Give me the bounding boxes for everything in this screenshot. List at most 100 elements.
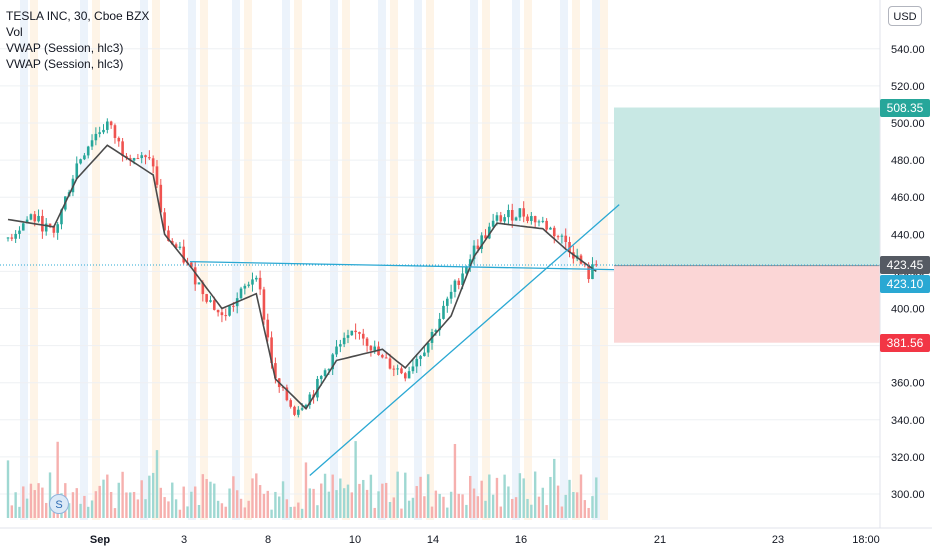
volume-bar: [201, 474, 205, 518]
session-stripe: [294, 0, 302, 520]
volume-bar: [568, 479, 571, 518]
volume-bar: [575, 492, 579, 518]
volume-bar: [228, 488, 231, 518]
symbol-title[interactable]: TESLA INC, 30, Cboe BZX: [6, 9, 150, 23]
vwap-indicator-label-2[interactable]: VWAP (Session, hlc3): [6, 57, 124, 71]
currency-button[interactable]: USD: [888, 6, 922, 26]
volume-bar: [507, 486, 510, 518]
session-stripe: [600, 0, 608, 520]
volume-bar: [331, 474, 334, 518]
candle-body: [327, 369, 331, 371]
candle-body: [270, 337, 273, 364]
session-stripe: [342, 0, 350, 520]
split-event-icon[interactable]: S: [49, 494, 69, 514]
volume-bar: [262, 493, 266, 518]
volume-bar: [342, 488, 346, 518]
volume-bar: [320, 483, 323, 518]
candle-body: [350, 330, 354, 336]
candle-body: [262, 289, 266, 320]
volume-bar: [209, 481, 212, 518]
volume-bar: [583, 500, 587, 518]
volume-bar: [430, 506, 434, 518]
candle-body: [37, 215, 40, 222]
volume-bar: [14, 492, 17, 518]
candle-body: [224, 315, 228, 317]
candle-body: [526, 216, 529, 221]
candle-body: [480, 235, 483, 249]
volume-bar: [159, 487, 162, 518]
candle-body: [297, 409, 300, 415]
volume-bar: [167, 501, 170, 518]
candle-body: [369, 345, 373, 351]
volume-bar: [266, 490, 269, 518]
volume-bar: [136, 499, 140, 518]
volume-bar: [407, 500, 411, 518]
candle-body: [33, 214, 37, 222]
volume-bar: [503, 474, 506, 518]
volume-bar: [22, 486, 25, 518]
price-axis-label: 320.00: [891, 452, 925, 464]
volume-bar: [434, 490, 438, 518]
volume-bar: [90, 500, 94, 518]
session-stripe: [572, 0, 580, 520]
volume-bar: [232, 476, 235, 518]
candle-body: [491, 220, 495, 227]
session-stripe: [244, 0, 252, 520]
chart-legend: TESLA INC, 30, Cboe BZX Vol VWAP (Sessio…: [6, 8, 149, 72]
candle-body: [102, 129, 105, 133]
price-axis-label: 400.00: [891, 304, 925, 316]
volume-bar: [438, 493, 441, 518]
volume-bar: [300, 508, 304, 518]
candle-body: [591, 264, 594, 280]
session-stripe: [140, 0, 148, 520]
session-stripe: [200, 0, 208, 520]
volume-bar: [258, 485, 262, 518]
volume-bar: [48, 472, 52, 518]
volume-bar: [327, 491, 331, 518]
session-stripe: [414, 0, 422, 520]
candle-body: [545, 220, 548, 230]
volume-bar: [362, 479, 365, 518]
candle-body: [285, 387, 289, 401]
candle-body: [239, 288, 243, 299]
session-stripe: [426, 0, 434, 520]
volume-indicator-label[interactable]: Vol: [6, 25, 23, 39]
volume-bar: [453, 443, 457, 518]
volume-bar: [339, 478, 342, 518]
volume-bar: [533, 471, 537, 518]
candle-body: [148, 157, 151, 159]
volume-bar: [243, 507, 247, 518]
volume-bar: [129, 492, 132, 518]
volume-bar: [140, 480, 143, 518]
volume-bar: [461, 494, 464, 518]
volume-bar: [587, 507, 590, 518]
volume-bar: [171, 482, 174, 518]
candle-body: [10, 237, 14, 239]
session-stripe: [20, 0, 28, 520]
volume-bar: [354, 441, 357, 518]
candle-body: [163, 212, 166, 231]
volume-bar: [572, 492, 575, 518]
time-axis-label: 8: [265, 534, 271, 546]
candle-body: [533, 216, 537, 223]
candle-body: [396, 368, 399, 370]
volume-bar: [79, 503, 82, 518]
volume-bar: [530, 504, 533, 518]
candle-body: [56, 224, 59, 233]
volume-bar: [278, 496, 281, 518]
candle-body: [594, 264, 598, 266]
candle-body: [331, 354, 334, 370]
volume-bar: [216, 500, 220, 518]
candle-body: [549, 227, 552, 230]
candle-body: [258, 277, 262, 290]
volume-bar: [94, 491, 98, 518]
volume-bar: [151, 472, 155, 518]
volume-bar: [236, 490, 239, 518]
volume-bar: [411, 497, 415, 518]
candle-body: [209, 300, 212, 302]
price-axis-label: 520.00: [891, 81, 925, 93]
vwap-indicator-label[interactable]: VWAP (Session, hlc3): [6, 41, 124, 55]
volume-bar: [182, 486, 185, 518]
candle-body: [434, 330, 438, 333]
